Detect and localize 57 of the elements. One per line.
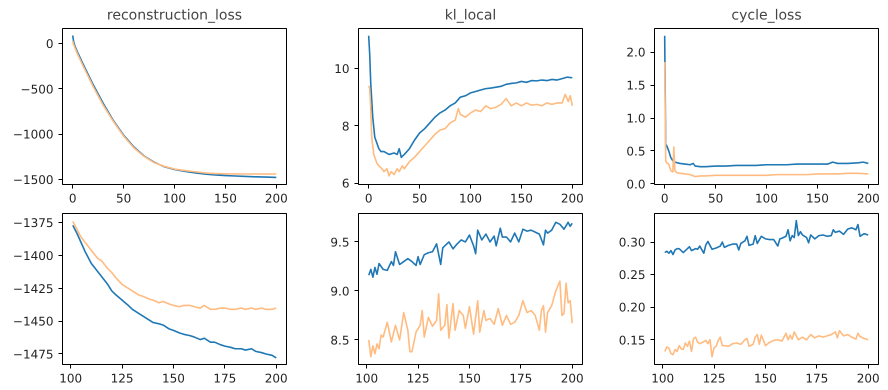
x-tick-label: 100 xyxy=(459,192,482,206)
y-tick-label: 10 xyxy=(334,62,350,76)
x-tick-label: 100 xyxy=(355,372,378,386)
y-tick-label: 0.20 xyxy=(618,300,646,315)
x-tick-label: 125 xyxy=(406,372,430,386)
y-tick-label: −1475 xyxy=(12,347,54,362)
chart-title: kl_local xyxy=(444,8,496,24)
y-tick-label: 0.5 xyxy=(626,144,646,158)
x-tick-label: 150 xyxy=(458,372,481,386)
x-tick-label: 100 xyxy=(163,192,186,206)
x-tick-label: 175 xyxy=(805,372,828,386)
y-tick-label: −1500 xyxy=(12,172,54,187)
y-tick-label: 0.25 xyxy=(618,268,646,282)
x-tick-label: 175 xyxy=(213,372,236,386)
x-tick-label: 50 xyxy=(116,192,132,206)
x-tick-label: 200 xyxy=(856,192,880,206)
chart-title: reconstruction_loss xyxy=(106,8,242,24)
x-tick-label: 0 xyxy=(68,192,77,206)
y-tick-label: 0 xyxy=(46,37,54,52)
y-tick-label: 9.5 xyxy=(330,235,350,250)
x-tick-label: 150 xyxy=(510,192,533,206)
x-tick-label: 200 xyxy=(560,372,584,386)
y-tick-label: 8 xyxy=(342,119,350,134)
y-tick-label: 0.0 xyxy=(626,177,646,192)
y-tick-label: −1375 xyxy=(12,216,54,230)
x-tick-label: 125 xyxy=(110,372,134,386)
y-tick-label: 0.30 xyxy=(618,236,646,250)
x-tick-label: 200 xyxy=(560,192,584,206)
x-tick-label: 100 xyxy=(651,372,674,386)
y-tick-label: 9.0 xyxy=(330,284,350,298)
x-tick-label: 50 xyxy=(708,192,724,206)
x-tick-label: 175 xyxy=(509,372,532,386)
y-tick-label: −1450 xyxy=(12,314,54,329)
x-tick-label: 200 xyxy=(856,372,880,386)
y-tick-label: 1.5 xyxy=(626,78,646,93)
x-tick-label: 0 xyxy=(660,192,669,206)
y-tick-label: 1.0 xyxy=(626,112,646,126)
x-tick-label: 150 xyxy=(754,372,777,386)
x-tick-label: 150 xyxy=(214,192,237,206)
x-tick-label: 150 xyxy=(806,192,829,206)
x-tick-label: 0 xyxy=(364,192,373,206)
x-tick-label: 100 xyxy=(755,192,778,206)
y-tick-label: −1000 xyxy=(12,128,54,142)
y-tick-label: −500 xyxy=(20,82,54,96)
x-tick-label: 50 xyxy=(412,192,428,206)
x-tick-label: 200 xyxy=(264,372,288,386)
y-tick-label: −1400 xyxy=(12,249,54,264)
y-tick-label: 2.0 xyxy=(626,46,646,60)
y-tick-label: 8.5 xyxy=(330,333,350,348)
chart-title: cycle_loss xyxy=(731,8,802,24)
x-tick-label: 200 xyxy=(264,192,288,206)
y-tick-label: 6 xyxy=(342,176,350,191)
y-tick-label: −1425 xyxy=(12,282,54,296)
x-tick-label: 100 xyxy=(59,372,82,386)
x-tick-label: 125 xyxy=(702,372,726,386)
x-tick-label: 150 xyxy=(162,372,185,386)
y-tick-label: 0.15 xyxy=(618,333,646,348)
